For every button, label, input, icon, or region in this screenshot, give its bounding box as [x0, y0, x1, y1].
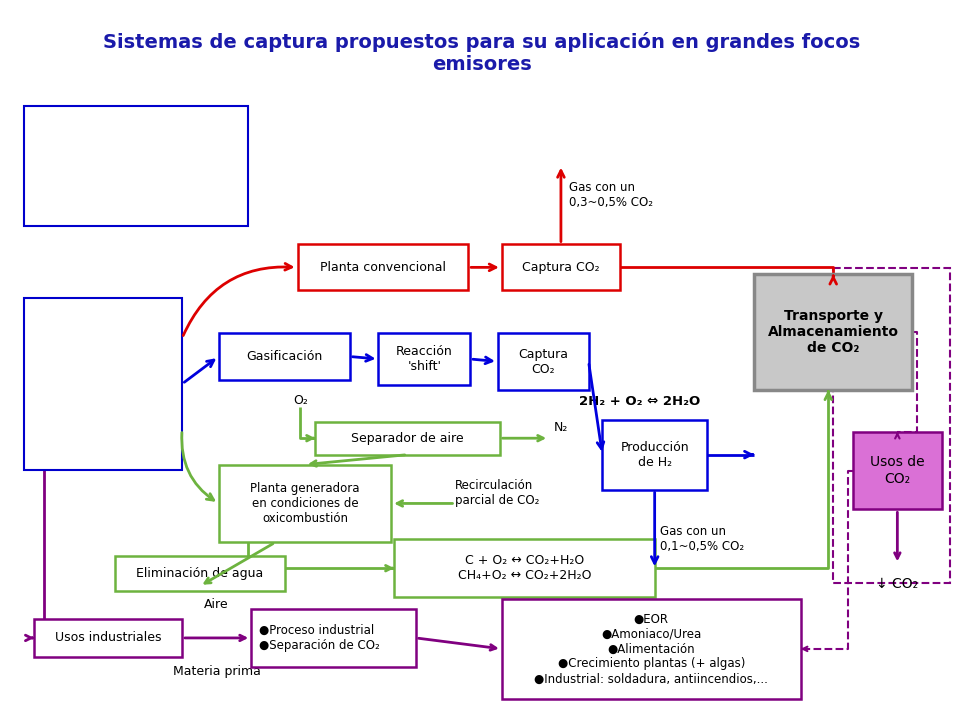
Text: Recirculación
parcial de CO₂: Recirculación parcial de CO₂ — [455, 479, 540, 508]
Text: Gas con un
0,3~0,5% CO₂: Gas con un 0,3~0,5% CO₂ — [569, 181, 653, 209]
Bar — [252, 609, 415, 667]
Text: ●EOR
●Amoniaco/Urea
●Alimentación
●Crecimiento plantas (+ algas)
●Industrial: so: ●EOR ●Amoniaco/Urea ●Alimentación ●Creci… — [534, 613, 768, 686]
Bar — [602, 420, 707, 489]
Text: Producción
de H₂: Producción de H₂ — [621, 441, 689, 468]
Text: Aire: Aire — [204, 598, 228, 611]
Text: O₂: O₂ — [293, 394, 308, 407]
Text: C + O₂ ↔ CO₂+H₂O
CH₄+O₂ ↔ CO₂+2H₂O: C + O₂ ↔ CO₂+H₂O CH₄+O₂ ↔ CO₂+2H₂O — [458, 554, 591, 582]
Bar — [315, 422, 499, 455]
Text: Planta convencional: Planta convencional — [320, 261, 445, 274]
Bar — [497, 333, 589, 390]
Text: ↓ CO₂: ↓ CO₂ — [876, 577, 919, 592]
Text: Captura
CO₂: Captura CO₂ — [519, 348, 568, 376]
Text: OXYCOMBUSTIÓN: OXYCOMBUSTIÓN — [34, 198, 165, 211]
Text: N₂: N₂ — [554, 421, 569, 434]
Text: Combustibles
fósiles:: Combustibles fósiles: — [56, 342, 150, 370]
Bar — [24, 298, 182, 470]
Bar — [24, 106, 248, 225]
Text: Usos industriales: Usos industriales — [55, 631, 161, 644]
Text: 2H₂ + O₂ ⇔ 2H₂O: 2H₂ + O₂ ⇔ 2H₂O — [579, 395, 701, 408]
Text: Usos de
CO₂: Usos de CO₂ — [870, 455, 924, 486]
Text: Separador de aire: Separador de aire — [351, 432, 464, 445]
Text: Sistemas de captura propuestos para su aplicación en grandes focos
emisores: Sistemas de captura propuestos para su a… — [103, 32, 861, 74]
Bar — [501, 245, 620, 290]
Bar — [394, 539, 655, 597]
Bar — [853, 432, 942, 510]
Text: Carbón
Gas natural
Petróleo: Carbón Gas natural Petróleo — [67, 382, 140, 425]
Text: Eliminación de agua: Eliminación de agua — [136, 567, 263, 580]
Bar — [298, 245, 469, 290]
Text: PRECOMBUSTIÓN: PRECOMBUSTIÓN — [34, 161, 164, 174]
Bar — [379, 333, 470, 385]
Bar — [219, 333, 350, 380]
Text: Reacción
'shift': Reacción 'shift' — [396, 345, 453, 373]
Text: Captura CO₂: Captura CO₂ — [522, 261, 600, 274]
Bar — [754, 274, 912, 390]
Bar — [115, 556, 284, 591]
Text: POSTCOMBUSTIÓN: POSTCOMBUSTIÓN — [34, 124, 174, 137]
Bar — [34, 619, 182, 657]
Text: Planta generadora
en condiciones de
oxicombustión: Planta generadora en condiciones de oxic… — [250, 482, 360, 525]
Bar — [501, 599, 801, 699]
Text: Transporte y
Almacenamiento
de CO₂: Transporte y Almacenamiento de CO₂ — [767, 309, 898, 355]
Text: Gasificación: Gasificación — [246, 350, 322, 363]
Bar — [219, 465, 391, 542]
Text: ●Proceso industrial
●Separación de CO₂: ●Proceso industrial ●Separación de CO₂ — [259, 624, 380, 652]
Bar — [833, 269, 950, 583]
Text: Materia prima: Materia prima — [173, 665, 260, 678]
Text: Gas con un
0,1~0,5% CO₂: Gas con un 0,1~0,5% CO₂ — [659, 526, 743, 553]
